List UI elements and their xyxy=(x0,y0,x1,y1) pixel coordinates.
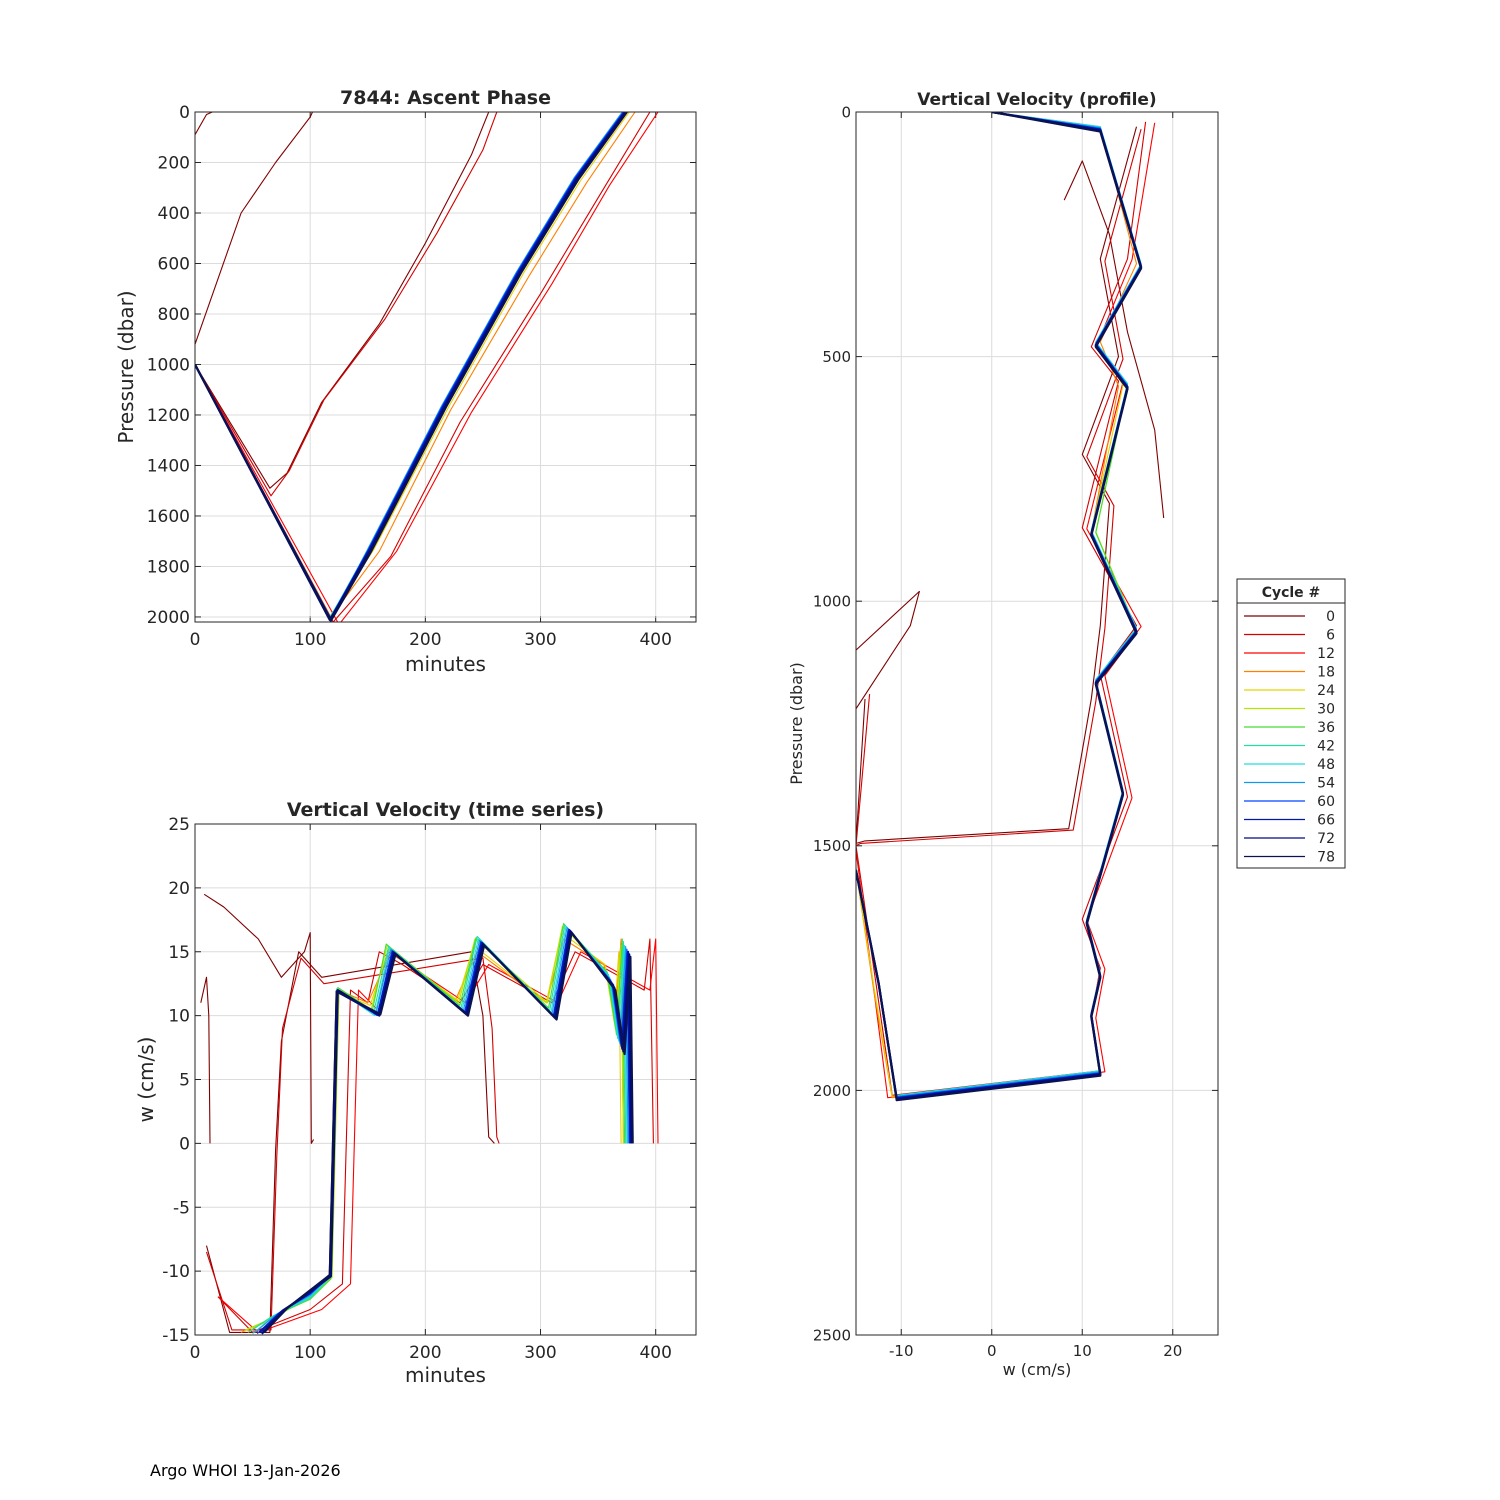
legend-entry-12: 12 xyxy=(1317,646,1335,662)
chart-title: Vertical Velocity (time series) xyxy=(287,799,604,821)
series-line-cycle-0 xyxy=(856,590,920,710)
y-tick-label: 1200 xyxy=(147,406,190,426)
series-group xyxy=(200,893,659,1335)
y-tick-label: 25 xyxy=(168,815,190,835)
footer-credit: Argo WHOI 13-Jan-2026 xyxy=(150,1461,341,1480)
y-tick-label: 1400 xyxy=(147,457,190,477)
x-tick-label: 300 xyxy=(524,1343,556,1363)
y-tick-label: 1500 xyxy=(813,837,851,855)
axes-frame xyxy=(194,823,697,1336)
series-line-cycle-0 xyxy=(200,976,211,1144)
y-tick-label: 15 xyxy=(168,943,190,963)
y-tick-label: 400 xyxy=(158,204,190,224)
y-tick-label: 2000 xyxy=(813,1082,851,1100)
series-line-cycle-36 xyxy=(247,923,626,1333)
y-tick-label: 0 xyxy=(179,103,190,123)
legend-entry-0: 0 xyxy=(1326,609,1335,625)
y-axis-label: w (cm/s) xyxy=(134,1037,158,1123)
y-tick-label: 0 xyxy=(179,1134,190,1154)
legend-entry-54: 54 xyxy=(1317,776,1335,792)
y-tick-label: 2000 xyxy=(147,608,190,628)
series-line-cycle-78 xyxy=(856,112,1143,1102)
y-tick-label: -15 xyxy=(162,1326,190,1346)
legend-entry-36: 36 xyxy=(1317,720,1335,736)
x-axis-label: w (cm/s) xyxy=(1003,1360,1072,1379)
x-tick-label: 300 xyxy=(524,630,556,650)
y-tick-label: 5 xyxy=(179,1071,190,1091)
x-tick-label: 400 xyxy=(639,630,671,650)
series-line-cycle-4 xyxy=(856,128,1142,847)
chart-ascent: 0 100 200 300 400 0 200 400 600 800 1000 1200 1400 16… xyxy=(114,87,697,676)
axes-frame xyxy=(194,111,697,623)
series-line-cycle-0 xyxy=(195,112,213,135)
legend-entry-48: 48 xyxy=(1317,757,1335,773)
legend-entry-24: 24 xyxy=(1317,683,1335,699)
x-tick-label: -10 xyxy=(889,1342,914,1360)
legend-entry-30: 30 xyxy=(1317,702,1335,718)
y-tick-label: 600 xyxy=(158,255,190,275)
legend-entry-18: 18 xyxy=(1317,665,1335,681)
x-tick-label: 200 xyxy=(409,630,441,650)
x-tick-label: 0 xyxy=(987,1342,997,1360)
y-tick-label: 200 xyxy=(158,154,190,174)
chart-ts: 0 100 200 300 400 -15 -10 -5 0 5 10 15 20 25 Vertical … xyxy=(134,799,697,1387)
y-tick-label: 20 xyxy=(168,879,190,899)
y-tick-label: 1800 xyxy=(147,558,190,578)
x-axis-label: minutes xyxy=(405,652,486,676)
chart-profile: -10 0 10 20 0 500 1000 1500 2000 2500 Vertical Vel… xyxy=(787,90,1346,1379)
series-line-cycle-6 xyxy=(195,112,651,622)
y-tick-label: 2500 xyxy=(813,1326,851,1344)
series-line-cycle-12 xyxy=(195,112,659,622)
series-line-cycle-0 xyxy=(203,893,315,1144)
x-tick-label: 20 xyxy=(1163,1342,1182,1360)
y-tick-label: -5 xyxy=(173,1198,190,1218)
chart-title: Vertical Velocity (profile) xyxy=(917,90,1156,110)
chart-title: 7844: Ascent Phase xyxy=(340,87,551,109)
series-line-cycle-4 xyxy=(195,112,498,497)
legend-entry-6: 6 xyxy=(1326,628,1335,644)
series-line-cycle-2 xyxy=(205,951,495,1333)
y-tick-label: 1000 xyxy=(147,356,190,376)
legend-entry-42: 42 xyxy=(1317,739,1335,755)
x-tick-label: 10 xyxy=(1073,1342,1092,1360)
plot-area xyxy=(856,112,1218,1335)
y-axis-label: Pressure (dbar) xyxy=(787,662,806,785)
series-line-cycle-2 xyxy=(195,112,490,489)
legend: Cycle # 0 6 12 18 24 30 36 42 48 54 60 66 72 78 xyxy=(1236,578,1346,869)
x-tick-label: 100 xyxy=(294,1343,326,1363)
x-tick-label: 200 xyxy=(409,1343,441,1363)
axes-frame xyxy=(855,111,1219,1336)
legend-title: Cycle # xyxy=(1262,585,1321,601)
y-tick-label: 800 xyxy=(158,305,190,325)
series-line-cycle-2 xyxy=(856,126,1138,844)
y-tick-label: 1600 xyxy=(147,507,190,527)
plot-area xyxy=(195,112,696,622)
series-line-cycle-0 xyxy=(195,112,313,345)
series-line-cycle-0 xyxy=(1063,160,1165,519)
x-tick-label: 400 xyxy=(639,1343,671,1363)
legend-entry-72: 72 xyxy=(1317,831,1335,847)
x-tick-label: 100 xyxy=(294,630,326,650)
y-tick-label: 500 xyxy=(822,348,851,366)
series-line-cycle-78 xyxy=(263,931,634,1334)
y-tick-label: 0 xyxy=(841,103,851,121)
y-tick-label: -10 xyxy=(162,1262,190,1282)
x-tick-label: 0 xyxy=(190,630,201,650)
y-axis-label: Pressure (dbar) xyxy=(114,290,138,443)
series-line-cycle-78 xyxy=(195,112,628,622)
legend-entry-78: 78 xyxy=(1317,850,1335,866)
legend-entry-60: 60 xyxy=(1317,794,1335,810)
series-group xyxy=(856,112,1165,1102)
x-tick-label: 0 xyxy=(190,1343,201,1363)
series-group xyxy=(195,112,659,622)
y-tick-label: 10 xyxy=(168,1007,190,1027)
x-axis-label: minutes xyxy=(405,1363,486,1387)
y-tick-label: 1000 xyxy=(813,593,851,611)
legend-entry-66: 66 xyxy=(1317,813,1335,829)
